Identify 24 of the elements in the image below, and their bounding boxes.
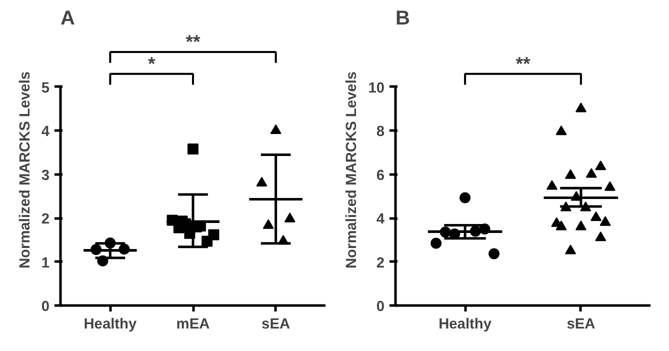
chart-title: B bbox=[396, 8, 410, 30]
y-axis-title: Normalized MARCKS Levels bbox=[344, 71, 360, 269]
y-tick-label: 10 bbox=[368, 80, 385, 96]
x-tick-label: Healthy bbox=[84, 316, 138, 332]
y-tick-label: 8 bbox=[376, 124, 385, 140]
text: * bbox=[148, 52, 156, 74]
chart-title: A bbox=[60, 8, 75, 30]
y-axis-title: Normalized MARCKS Levels bbox=[17, 71, 34, 269]
y-tick-label: 5 bbox=[41, 80, 50, 96]
y-tick-label: 6 bbox=[376, 168, 385, 184]
x-tick-label: sEA bbox=[262, 316, 290, 332]
text: ** bbox=[186, 30, 201, 52]
y-tick-label: 3 bbox=[41, 168, 50, 184]
x-tick-label: sEA bbox=[566, 316, 596, 332]
y-tick-label: 1 bbox=[41, 255, 50, 272]
y-tick-label: 4 bbox=[41, 124, 50, 140]
y-tick-label: 4 bbox=[376, 212, 386, 228]
x-tick-label: Healthy bbox=[438, 316, 492, 332]
y-tick-label: 2 bbox=[376, 255, 385, 272]
text: ** bbox=[516, 52, 531, 74]
y-tick-label: 0 bbox=[41, 299, 50, 315]
y-tick-label: 2 bbox=[41, 212, 50, 228]
y-tick-label: 0 bbox=[376, 299, 385, 315]
x-tick-label: mEA bbox=[176, 316, 210, 332]
